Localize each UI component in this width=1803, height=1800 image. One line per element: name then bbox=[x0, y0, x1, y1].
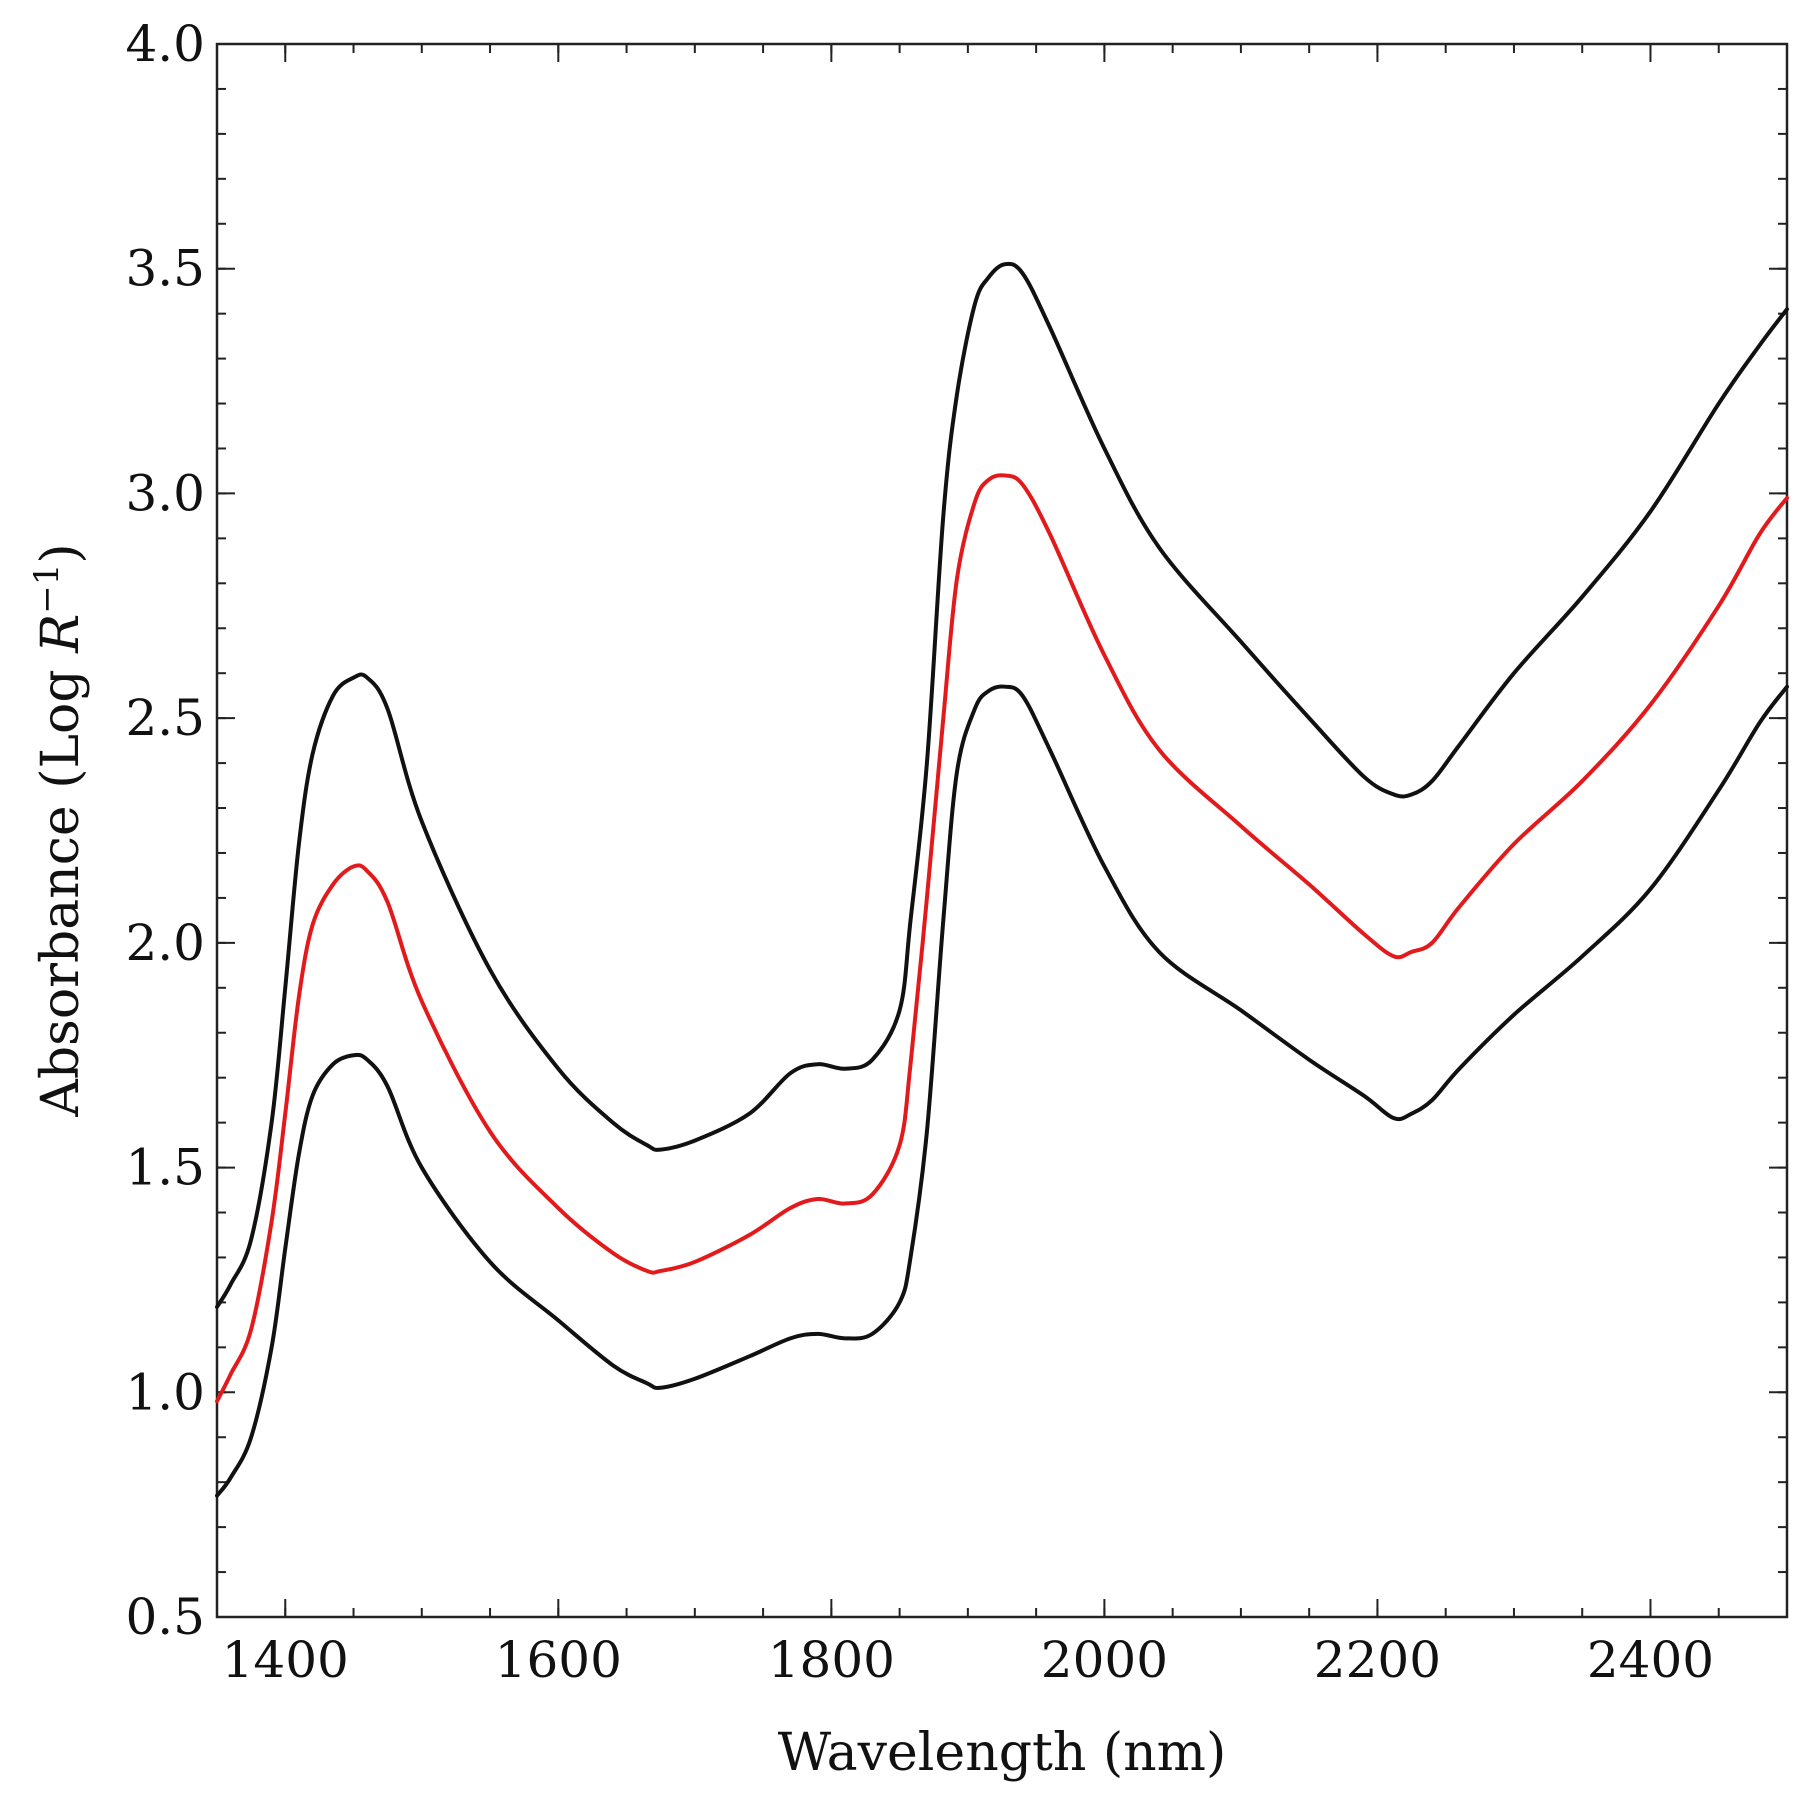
x-tick-label: 2400 bbox=[1587, 1631, 1714, 1689]
y-axis-title-main: Absorbance (Log bbox=[31, 653, 91, 1118]
y-tick-label: 2.0 bbox=[125, 914, 205, 972]
y-tick-label: 2.5 bbox=[125, 689, 205, 747]
series-line-lower bbox=[215, 684, 1789, 1498]
series-line-upper bbox=[215, 261, 1789, 1309]
y-axis-title-close: ) bbox=[31, 543, 91, 563]
x-tick-labels: 1400 1600 1800 2000 2200 2400 bbox=[222, 1631, 1714, 1689]
x-tick-label: 2200 bbox=[1314, 1631, 1441, 1689]
x-tick-label: 1400 bbox=[222, 1631, 349, 1689]
y-tick-labels: 0.5 1.0 1.5 2.0 2.5 3.0 3.5 4.0 bbox=[125, 15, 205, 1646]
y-axis-title: Absorbance (Log R−1) bbox=[27, 543, 91, 1117]
y-axis-title-italic: R bbox=[31, 614, 91, 654]
y-axis-title-sup: −1 bbox=[27, 564, 67, 614]
y-tick-label: 3.0 bbox=[125, 464, 205, 522]
plot-frame bbox=[215, 42, 1789, 1619]
y-tick-label: 1.5 bbox=[125, 1139, 205, 1197]
x-tick-label: 1800 bbox=[768, 1631, 895, 1689]
y-tick-label: 3.5 bbox=[125, 240, 205, 298]
series-line-mean bbox=[215, 473, 1789, 1404]
y-tick-label: 1.0 bbox=[125, 1363, 205, 1421]
axis-ticks bbox=[216, 43, 1788, 1618]
y-tick-label: 0.5 bbox=[125, 1588, 205, 1646]
x-tick-label: 2000 bbox=[1041, 1631, 1168, 1689]
x-axis-title: Wavelength (nm) bbox=[778, 1723, 1227, 1783]
x-tick-label: 1600 bbox=[495, 1631, 622, 1689]
series-layer bbox=[215, 261, 1789, 1498]
y-tick-label: 4.0 bbox=[125, 15, 205, 73]
